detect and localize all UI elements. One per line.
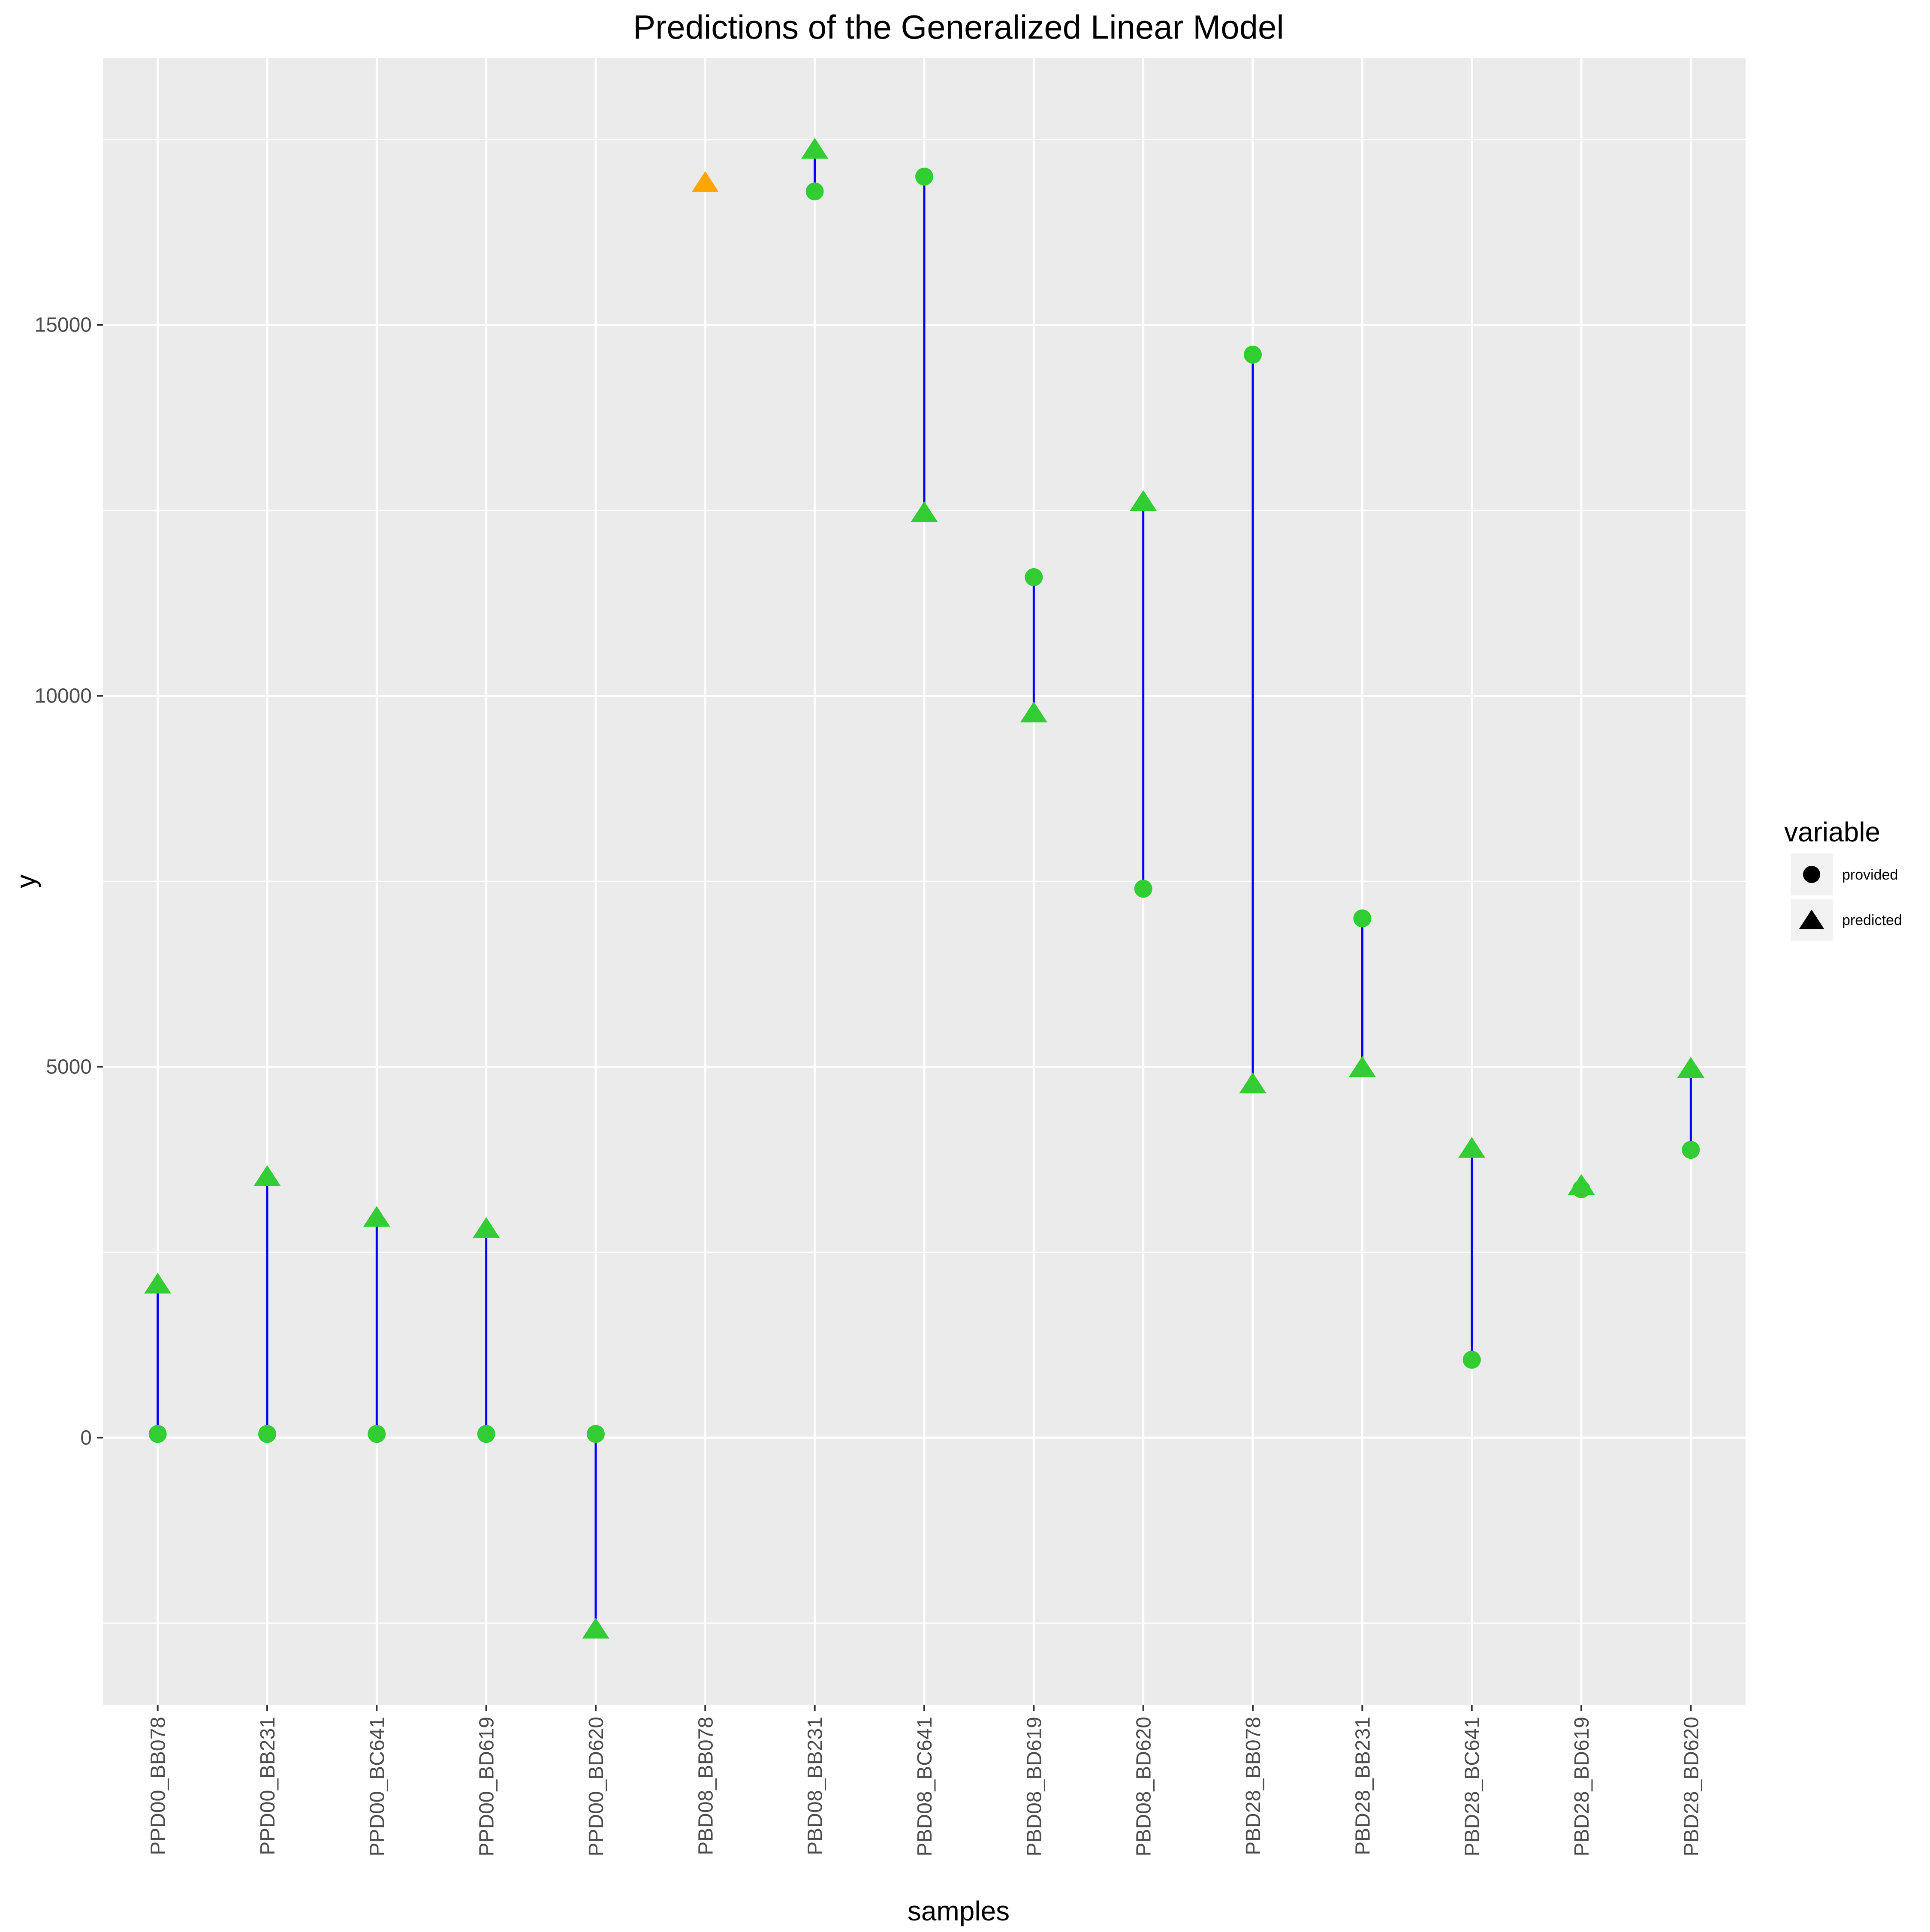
provided-point <box>805 182 824 201</box>
data-points <box>144 138 1704 1639</box>
x-axis: PPD00_BB078 PPD00_BB231 PPD00_BC641 PPD00_B… <box>147 1705 1703 1857</box>
provided-point <box>1682 1141 1700 1159</box>
predicted-point <box>144 1272 172 1294</box>
y-axis-title: y <box>10 874 41 888</box>
predicted-point <box>363 1206 390 1227</box>
predicted-point <box>691 171 719 192</box>
y-tick-label: 0 <box>80 1426 92 1449</box>
provided-point <box>1353 909 1372 928</box>
provided-point <box>1244 345 1262 364</box>
x-tick-label: PBD28_BB231 <box>1351 1717 1374 1855</box>
legend: variable provided predicted <box>1784 817 1902 941</box>
x-tick-label: PBD28_BB078 <box>1242 1717 1265 1855</box>
provided-point <box>1025 568 1043 586</box>
y-tick-label: 15000 <box>35 314 92 337</box>
x-tick-label: PBD08_BD619 <box>1023 1717 1046 1857</box>
predicted-point <box>801 138 829 159</box>
predicted-point <box>1239 1072 1267 1094</box>
x-tick-label: PBD08_BD620 <box>1133 1717 1155 1857</box>
x-tick-label: PBD28_BD620 <box>1680 1717 1703 1857</box>
x-tick-label: PBD08_BB231 <box>804 1717 827 1855</box>
x-tick-label: PBD08_BC641 <box>914 1717 936 1857</box>
provided-point <box>368 1425 386 1443</box>
legend-triangle-symbol <box>1799 910 1824 929</box>
provided-point <box>148 1425 167 1443</box>
x-tick-label: PBD28_BC641 <box>1461 1717 1484 1857</box>
predicted-point <box>1020 701 1047 723</box>
predicted-point <box>582 1618 609 1639</box>
predicted-point <box>911 501 938 522</box>
x-tick-label: PPD00_BB078 <box>147 1717 170 1855</box>
predicted-point <box>1348 1056 1376 1077</box>
y-axis: 0 5000 10000 15000 <box>35 314 103 1449</box>
x-tick-label: PPD00_BD619 <box>476 1717 498 1857</box>
provided-point <box>1463 1350 1481 1369</box>
predicted-point <box>1568 1174 1595 1195</box>
predicted-point <box>1677 1057 1704 1078</box>
predicted-point <box>1458 1137 1486 1158</box>
legend-title: variable <box>1784 817 1880 847</box>
x-tick-label: PBD28_BD619 <box>1571 1717 1593 1857</box>
legend-label: predicted <box>1842 912 1902 928</box>
chart-title: Predictions of the Generalized Linear Mo… <box>633 8 1284 46</box>
provided-point <box>587 1425 605 1443</box>
legend-circle-symbol <box>1803 866 1820 883</box>
legend-label: provided <box>1842 867 1898 883</box>
provided-point <box>258 1425 276 1443</box>
x-axis-title: samples <box>908 1896 1010 1926</box>
y-tick-label: 10000 <box>35 685 92 708</box>
y-tick-label: 5000 <box>46 1055 92 1078</box>
x-tick-label: PPD00_BD620 <box>585 1717 608 1857</box>
x-tick-label: PPD00_BB231 <box>256 1717 279 1855</box>
x-tick-label: PPD00_BC641 <box>366 1717 389 1857</box>
x-tick-label: PBD08_BB078 <box>694 1717 717 1855</box>
predicted-point <box>473 1217 500 1238</box>
predicted-point <box>253 1165 281 1186</box>
provided-point <box>915 167 933 186</box>
difference-segments <box>157 151 1692 1631</box>
provided-point <box>477 1425 495 1443</box>
provided-point <box>1134 880 1152 898</box>
predicted-point <box>1130 490 1157 511</box>
